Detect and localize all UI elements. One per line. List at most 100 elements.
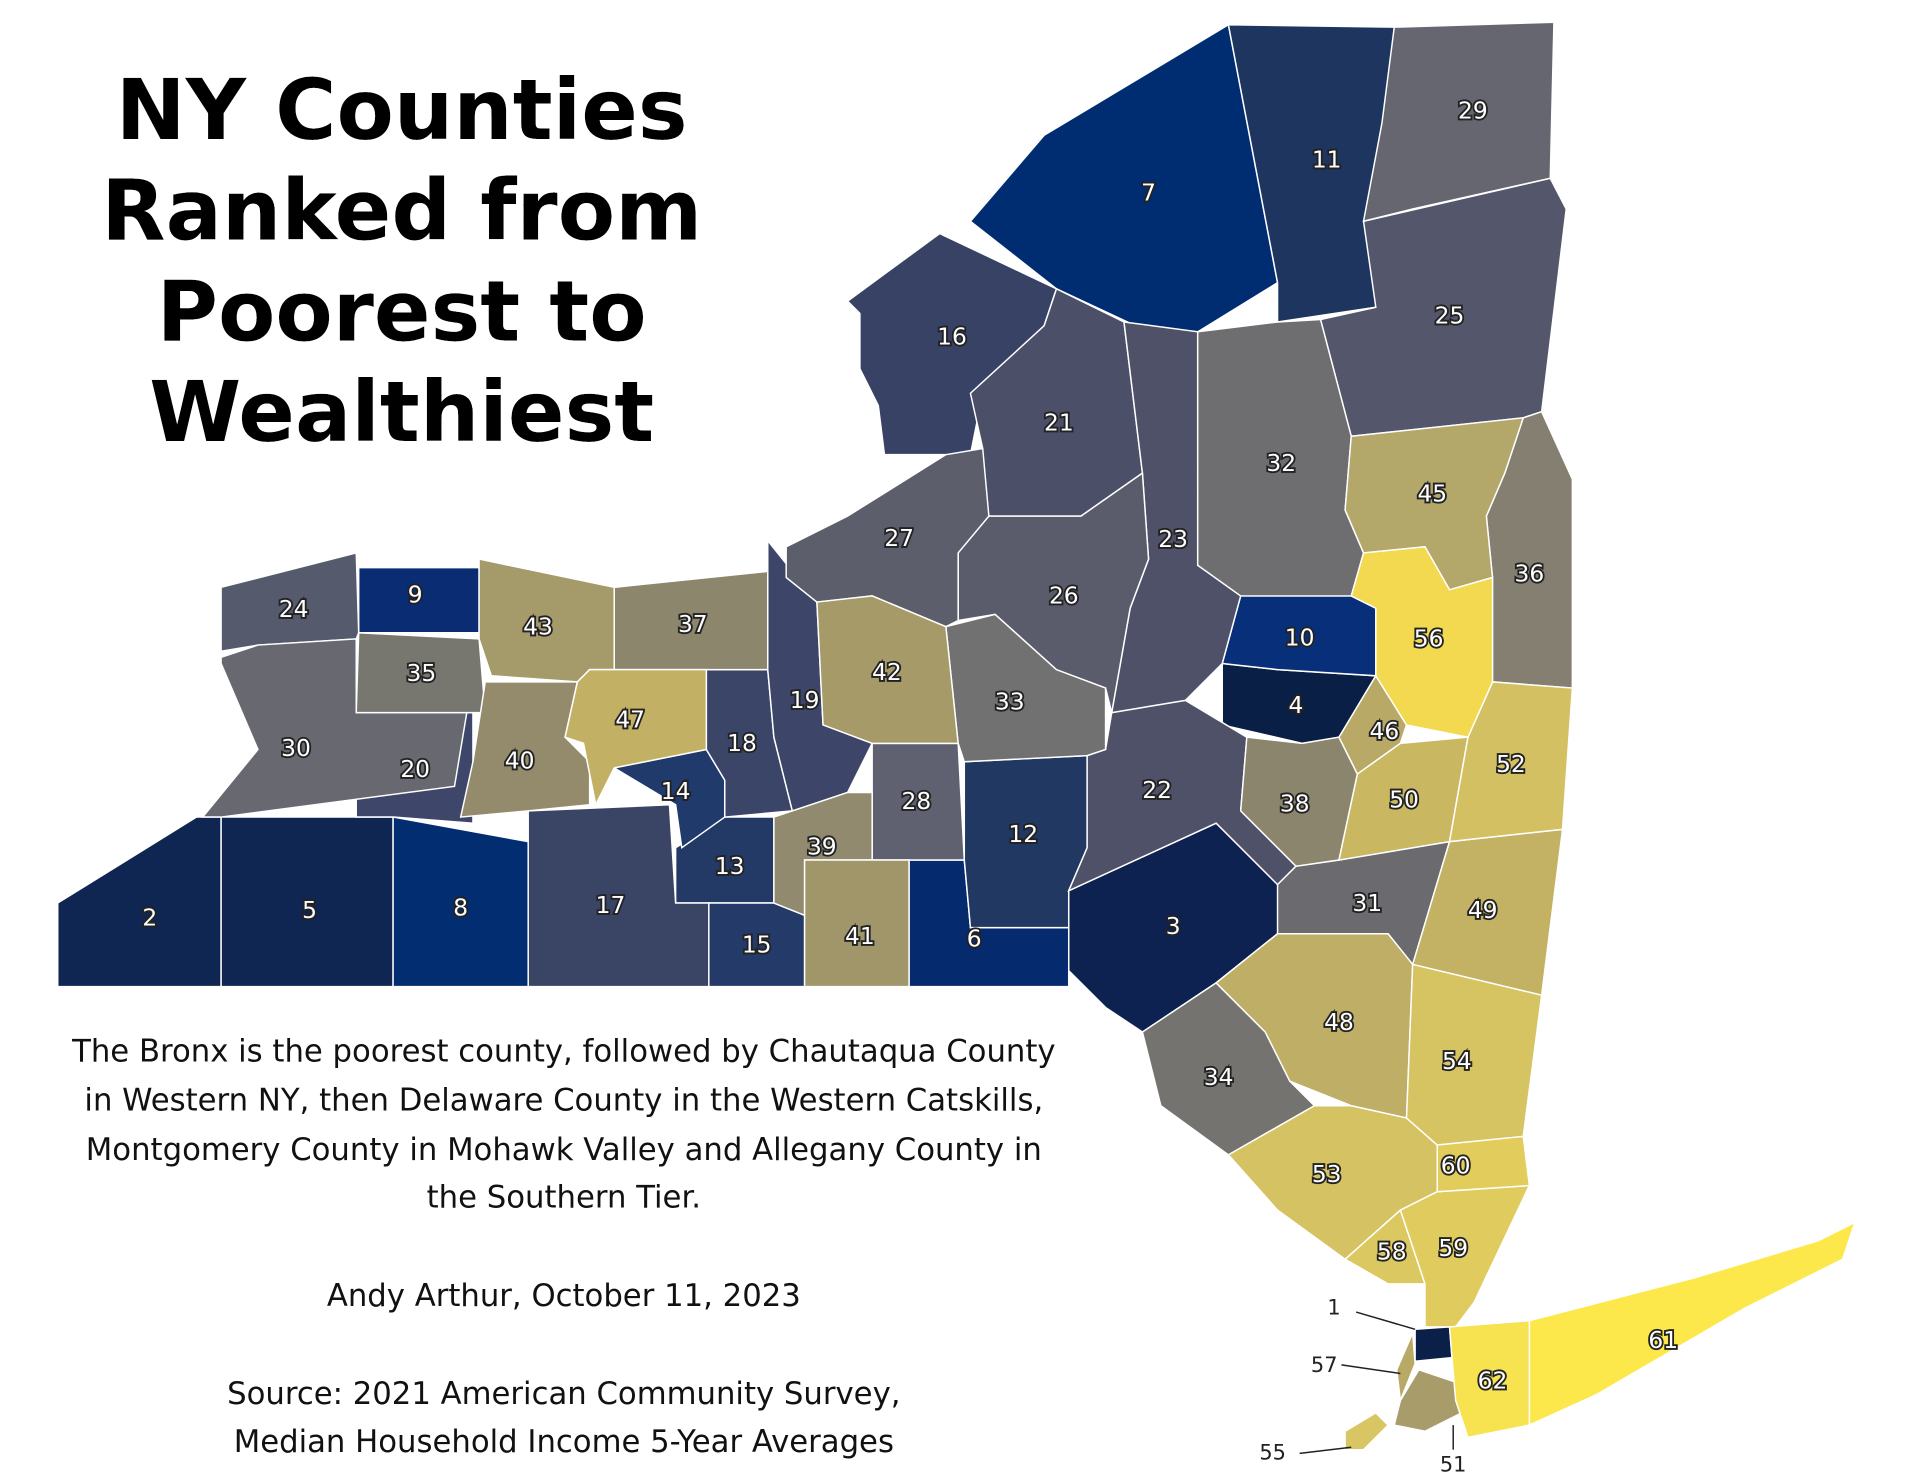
county-rank: 28: [902, 787, 932, 815]
notes: The Bronx is the poorest county, followe…: [71, 1033, 1056, 1460]
county-rank: 6: [967, 924, 982, 952]
title-line: Poorest to: [157, 262, 647, 360]
county: [785, 447, 990, 628]
county-rank: 22: [1142, 776, 1172, 804]
county-rank: 15: [742, 931, 772, 959]
county: [1448, 1319, 1531, 1439]
county-rank: 49: [1468, 896, 1498, 924]
county-rank: 19: [790, 686, 820, 714]
county: [527, 803, 710, 988]
county-rank: 35: [406, 659, 436, 687]
county: [1344, 1411, 1390, 1451]
county-rank: 31: [1352, 889, 1382, 917]
county-rank: 58: [1377, 1238, 1407, 1266]
title-line: Ranked from: [101, 162, 702, 260]
county-rank: 26: [1049, 582, 1079, 610]
description-line: in Western NY, then Delaware County in t…: [84, 1083, 1043, 1119]
county-rank: 37: [678, 610, 708, 638]
leader-line: [1355, 1311, 1416, 1331]
county-rank: 24: [279, 595, 309, 623]
county-rank: 32: [1266, 449, 1296, 477]
county-rank: 13: [715, 852, 745, 880]
county-rank: 21: [1044, 408, 1074, 436]
county-rank: 12: [1008, 820, 1038, 848]
description-line: the Southern Tier.: [427, 1180, 701, 1216]
title-line: NY Counties: [116, 61, 688, 159]
title: NY Counties Ranked from Poorest to Wealt…: [101, 61, 702, 461]
county-rank: 60: [1441, 1152, 1471, 1180]
county-rank: 59: [1438, 1234, 1468, 1262]
county-rank: 39: [807, 832, 837, 860]
county-rank: 23: [1158, 525, 1188, 553]
county-rank: 34: [1204, 1063, 1234, 1091]
county-rank: 10: [1285, 623, 1315, 651]
rank-labels: 12 34567891011121314151617181920212223242…: [141, 95, 1680, 1477]
county-rank: 48: [1324, 1008, 1354, 1036]
source-line: Median Household Income 5-Year Averages: [234, 1424, 894, 1460]
county-rank: 46: [1370, 717, 1400, 745]
county-rank: 40: [505, 746, 535, 774]
county-rank: 38: [1280, 789, 1310, 817]
county-rank: 55: [1259, 1440, 1286, 1464]
county-rank: 33: [995, 687, 1025, 715]
county: [1362, 21, 1555, 223]
title-line: Wealthiest: [149, 363, 654, 461]
leader-line: [1341, 1364, 1401, 1375]
county-rank: 42: [872, 658, 902, 686]
county-rank: 41: [845, 922, 875, 950]
county: [1338, 674, 1408, 776]
county: [1528, 1220, 1857, 1427]
county-rank: 53: [1312, 1160, 1342, 1188]
county-rank: 56: [1414, 625, 1444, 653]
county: [1436, 1135, 1531, 1193]
county-rank: 25: [1435, 302, 1465, 330]
county-rank: 54: [1442, 1047, 1472, 1075]
county: [803, 859, 910, 988]
counties: [56, 21, 1857, 1451]
county-rank: 51: [1440, 1453, 1467, 1477]
county: [945, 613, 1107, 763]
county-rank: 7: [1141, 179, 1156, 207]
county-rank: 16: [937, 322, 967, 350]
county-rank: 57: [1311, 1353, 1338, 1377]
county-rank: 17: [596, 891, 626, 919]
county-rank: 18: [727, 729, 757, 757]
county: [1414, 1326, 1453, 1363]
author: Andy Arthur, October 11, 2023: [327, 1278, 801, 1314]
county-rank: 2: [142, 904, 157, 932]
county: [56, 816, 222, 988]
county: [1405, 963, 1543, 1146]
county-rank: 30: [281, 734, 311, 762]
county-rank: 8: [453, 894, 468, 922]
county-rank: 4: [1289, 691, 1304, 719]
county-rank: 11: [1312, 146, 1342, 174]
county-rank: 62: [1478, 1367, 1508, 1395]
county: [1350, 546, 1494, 739]
county-rank: 43: [523, 612, 553, 640]
county-rank: 29: [1458, 96, 1488, 124]
county-rank: 52: [1496, 750, 1526, 778]
county-rank: 45: [1417, 480, 1447, 508]
source-line: Source: 2021 American Community Survey,: [227, 1376, 900, 1412]
county-rank: 3: [1166, 912, 1181, 940]
county-rank: 5: [302, 896, 317, 924]
county-rank: 1: [1327, 1295, 1340, 1319]
county-rank: 50: [1389, 786, 1419, 814]
county-rank: 61: [1648, 1326, 1678, 1354]
leader-line: [1299, 1446, 1352, 1455]
county-rank: 14: [661, 777, 691, 805]
county-rank: 36: [1515, 560, 1545, 588]
county-rank: 27: [884, 524, 914, 552]
county: [1227, 23, 1396, 323]
county-rank: 20: [400, 755, 430, 783]
county-rank: 47: [615, 706, 645, 734]
county-rank: 9: [408, 580, 423, 608]
description-line: The Bronx is the poorest county, followe…: [71, 1033, 1056, 1069]
county: [564, 668, 708, 808]
county: [201, 638, 468, 818]
county: [1395, 1332, 1416, 1401]
county: [816, 595, 959, 745]
description-line: Montgomery County in Mohawk Valley and A…: [86, 1132, 1042, 1168]
